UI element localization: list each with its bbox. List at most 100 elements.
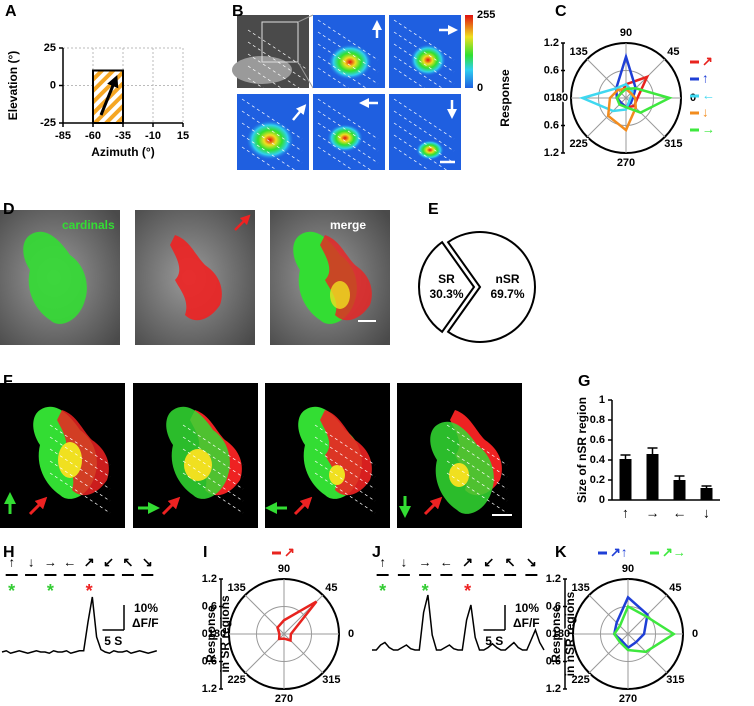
y-axis-label: in SR regions [218, 595, 232, 673]
bar [646, 454, 659, 500]
x-tick-label: ↓ [703, 505, 710, 521]
angle-label: 315 [322, 674, 340, 686]
panel-label: I [203, 544, 207, 561]
panel-label: A [5, 3, 17, 20]
stimulus-label: → [419, 554, 432, 569]
connector [297, 61, 314, 89]
y-tick-label: 0.6 [590, 434, 605, 446]
slice-label: SR [438, 272, 455, 286]
scale-label: 5 S [485, 634, 503, 648]
roi-box [261, 21, 299, 63]
angle-label: 90 [278, 563, 290, 575]
x-tick-label: -60 [85, 130, 101, 142]
panel-label: F [3, 373, 13, 390]
angle-label: 135 [227, 582, 245, 594]
x-axis-label: Azimuth (°) [91, 145, 154, 159]
panel-label: J [372, 544, 381, 561]
y-tick-label: 1.2 [202, 683, 217, 695]
colorbar [465, 15, 473, 88]
y-axis-label: Elevation (°) [6, 51, 20, 120]
scale-label: ΔF/F [513, 616, 540, 630]
y-tick-label: 0.6 [202, 600, 217, 612]
bar [700, 488, 713, 500]
y-tick-label: 1.2 [546, 683, 561, 695]
y-tick-label: 0.6 [544, 119, 559, 131]
slice-value: 30.3% [429, 287, 463, 301]
angle-label: 45 [667, 46, 679, 58]
y-tick-label: 0 [50, 79, 56, 91]
x-tick-label: → [646, 505, 660, 521]
y-tick-label: 0.6 [544, 64, 559, 76]
panel-label: G [578, 373, 590, 390]
y-tick-label: 1.2 [544, 147, 559, 159]
error-bar [674, 475, 685, 480]
angle-label: 225 [227, 674, 245, 686]
panel-f-images [0, 383, 522, 528]
y-tick-label: 0.0 [546, 628, 561, 640]
grid-spoke [244, 633, 285, 674]
angle-label: 315 [666, 674, 684, 686]
stimulus-label: ↑ [379, 554, 386, 569]
grid-spoke [586, 58, 627, 99]
panel-b-images [232, 14, 473, 188]
x-tick-label: -35 [115, 130, 131, 142]
y-tick-label: 1.2 [546, 573, 561, 585]
y-axis-label: Size of nSR region [575, 397, 589, 503]
overlay-label: merge [330, 218, 366, 232]
grid-spoke [588, 594, 629, 635]
y-tick-label: 0.8 [590, 414, 605, 426]
legend-label: ↑ [702, 70, 709, 85]
error-bar [701, 485, 712, 488]
grid-spoke [625, 97, 666, 138]
overlay-label: cardinals [62, 218, 115, 232]
y-axis-label: Response [498, 69, 512, 127]
angle-label: 45 [669, 582, 681, 594]
image-detail [232, 56, 292, 84]
y-tick-label: 0.6 [546, 655, 561, 667]
scale-label: 10% [134, 601, 158, 615]
star-marker: * [47, 581, 54, 601]
y-tick-label: 1.2 [202, 573, 217, 585]
colorbar-label: 255 [477, 9, 495, 21]
stimulus-label: ↑ [8, 554, 15, 569]
scale-label: 5 S [104, 634, 122, 648]
angle-label: 180 [208, 628, 226, 640]
legend-label: ↗→ [662, 544, 686, 559]
stimulus-label: ↗ [84, 554, 95, 569]
stimulus-label: ↓ [28, 554, 35, 569]
grid-spoke [627, 633, 668, 674]
scale-label: 10% [515, 601, 539, 615]
stimulus-label: ↓ [401, 554, 408, 569]
y-axis-label: Response [549, 605, 563, 663]
legend-label: ← [702, 87, 715, 102]
legend-label: ↗ [284, 544, 295, 559]
panel-label: C [555, 3, 567, 20]
angle-label: 270 [617, 157, 635, 169]
stimulus-label: ↗ [462, 554, 473, 569]
stimulus-label: ↖ [505, 554, 516, 569]
connector [297, 14, 314, 23]
star-marker: * [464, 581, 471, 601]
stimulus-label: ↙ [483, 554, 494, 569]
stimulus-label: ↖ [122, 554, 133, 569]
angle-label: 270 [275, 693, 293, 705]
panel-label: D [3, 201, 15, 218]
error-bar [620, 454, 631, 459]
scale-label: ΔF/F [132, 616, 159, 630]
stimulus-label: ← [63, 554, 76, 569]
x-tick-label: -85 [55, 130, 71, 142]
legend-label: ↗↑ [610, 544, 627, 559]
legend-label: → [702, 121, 715, 136]
trace-line [1, 596, 158, 655]
angle-label: 0 [348, 628, 354, 640]
angle-label: 135 [571, 582, 589, 594]
panel-label: H [3, 544, 15, 561]
panel-d-images [0, 210, 390, 345]
series-line [606, 87, 637, 133]
x-tick-label: ↑ [622, 505, 629, 521]
y-tick-label: 25 [44, 42, 56, 54]
angle-label: 90 [620, 27, 632, 39]
y-tick-label: -25 [40, 117, 56, 129]
y-tick-label: 0.4 [590, 454, 606, 466]
